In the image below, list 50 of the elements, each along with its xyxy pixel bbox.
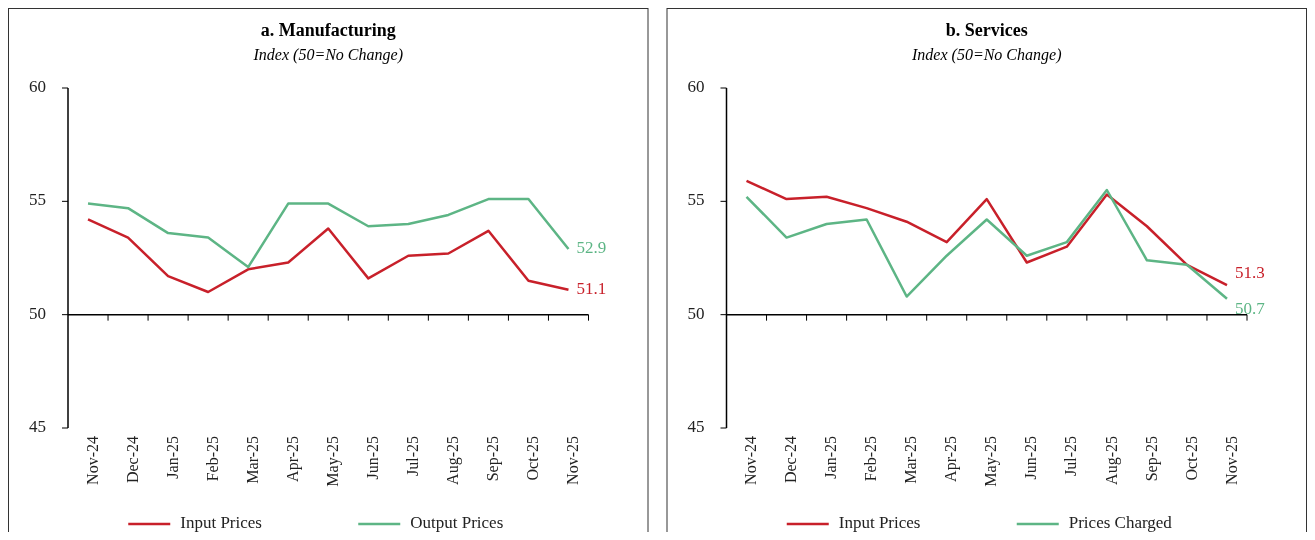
legend-label: Prices Charged	[1068, 512, 1173, 532]
x-tick-label: Oct-25	[524, 436, 542, 481]
x-tick-label: Sep-25	[484, 436, 503, 482]
x-tick-label: Dec-24	[782, 436, 800, 484]
chart-subtitle: Index (50=No Change)	[911, 46, 1062, 64]
line-series	[745, 188, 1229, 301]
y-tick-label: 50	[687, 303, 705, 323]
x-tick-label: May-25	[323, 436, 342, 487]
y-tick-label: 60	[29, 76, 46, 96]
x-tick-label: May-25	[982, 436, 1001, 487]
x-tick-label: Mar-25	[902, 436, 920, 484]
x-tick-label: Jul-25	[1062, 436, 1080, 476]
y-tick-label: 60	[687, 76, 705, 96]
data-label: 51.3	[1234, 263, 1265, 283]
x-tick-label: Nov-24	[83, 436, 101, 485]
legend-label: Input Prices	[838, 512, 921, 532]
x-tick-label: Aug-25	[444, 436, 463, 485]
x-tick-label: Apr-25	[942, 436, 961, 482]
chart-subtitle: Index (50=No Change)	[252, 46, 403, 64]
y-tick-label: 55	[29, 190, 46, 210]
x-tick-label: Nov-25	[564, 436, 582, 485]
y-tick-label: 45	[29, 416, 46, 436]
x-tick-label: Feb-25	[203, 436, 221, 482]
data-label: 52.9	[576, 237, 607, 257]
legend-label: Output Prices	[410, 512, 504, 532]
line-series	[86, 218, 570, 294]
x-tick-label: Oct-25	[1182, 436, 1200, 481]
legend-label: Input Prices	[180, 512, 262, 532]
y-tick-label: 45	[687, 416, 705, 436]
x-tick-label: Aug-25	[1102, 436, 1121, 485]
y-tick-label: 50	[29, 303, 46, 323]
x-tick-label: Mar-25	[243, 436, 261, 484]
x-tick-label: Dec-24	[123, 436, 141, 484]
x-tick-label: Sep-25	[1142, 436, 1161, 482]
chart-title: a. Manufacturing	[260, 20, 396, 40]
chart-title: b. Services	[945, 20, 1028, 40]
x-tick-label: Jul-25	[404, 436, 421, 476]
data-label: 51.1	[576, 278, 607, 298]
x-tick-label: Nov-24	[742, 436, 760, 485]
x-tick-label: Jun-25	[1022, 436, 1040, 480]
x-tick-label: Jun-25	[363, 436, 381, 480]
x-tick-label: Nov-25	[1222, 436, 1240, 485]
line-series	[745, 179, 1229, 287]
line-series	[86, 197, 570, 269]
y-tick-label: 55	[687, 190, 705, 210]
x-tick-label: Jan-25	[163, 436, 181, 479]
x-tick-label: Jan-25	[822, 436, 840, 479]
x-tick-label: Feb-25	[862, 436, 880, 482]
x-tick-label: Apr-25	[283, 436, 302, 482]
data-label: 50.7	[1234, 298, 1266, 318]
